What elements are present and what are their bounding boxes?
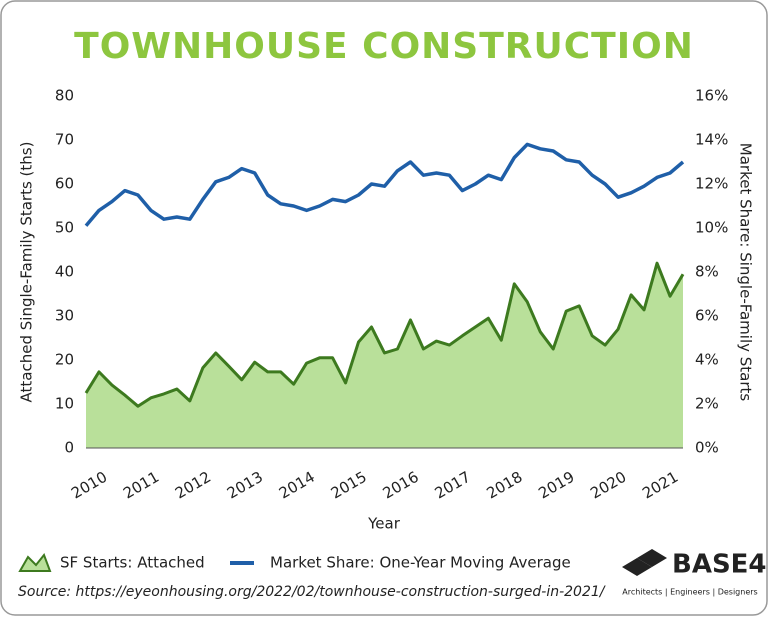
y-tick-label: 50 xyxy=(55,219,74,237)
y-tick-label: 20 xyxy=(55,351,74,369)
y2-tick-label: 12% xyxy=(695,175,728,193)
chart-title: TOWNHOUSE CONSTRUCTION xyxy=(74,26,694,67)
y2-tick-label: 0% xyxy=(695,439,719,457)
y2-tick-label: 8% xyxy=(695,263,719,281)
y2-tick-label: 2% xyxy=(695,395,719,413)
y-axis-title: Attached Single-Family Starts (ths) xyxy=(18,142,36,403)
y-tick-label: 30 xyxy=(55,307,74,325)
legend-label: Market Share: One-Year Moving Average xyxy=(270,554,571,572)
y-tick-label: 60 xyxy=(55,175,74,193)
source-note: Source: https://eyeonhousing.org/2022/02… xyxy=(18,584,606,600)
logo-tagline: Architects | Engineers | Designers xyxy=(622,588,757,597)
legend-label: SF Starts: Attached xyxy=(60,554,205,572)
y-tick-label: 40 xyxy=(55,263,74,281)
y-tick-label: 0 xyxy=(64,439,74,457)
y2-tick-label: 4% xyxy=(695,351,719,369)
area-outline xyxy=(84,261,685,408)
y2-tick-label: 10% xyxy=(695,219,728,237)
y-tick-label: 10 xyxy=(55,395,74,413)
logo-icon xyxy=(637,549,667,567)
area xyxy=(86,263,683,448)
logo-name: BASE4 xyxy=(672,550,767,580)
y2-axis-title: Market Share: Single-Family Starts xyxy=(737,143,755,402)
y2-tick-label: 14% xyxy=(695,131,728,149)
line xyxy=(84,142,685,227)
legend-swatch xyxy=(18,553,52,572)
y-tick-label: 80 xyxy=(55,87,74,105)
y-tick-label: 70 xyxy=(55,131,74,149)
x-axis-title: Year xyxy=(367,515,401,533)
logo: BASE4 Architects | Engineers | Designers xyxy=(622,549,767,597)
y2-tick-label: 16% xyxy=(695,87,728,105)
y2-tick-label: 6% xyxy=(695,307,719,325)
